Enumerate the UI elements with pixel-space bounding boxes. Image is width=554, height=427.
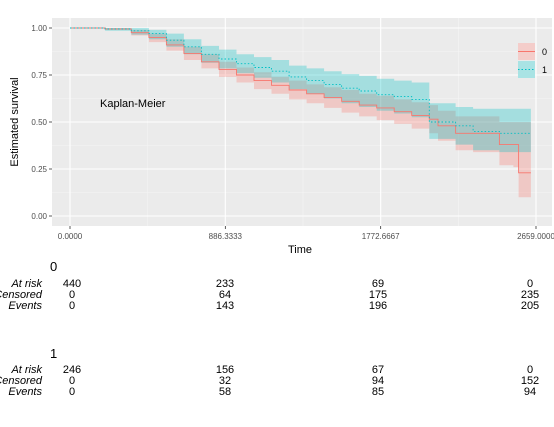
y-tick-label: 1.00 [31, 24, 47, 33]
survival-curve-1 [70, 27, 531, 134]
events-cell: 0 [68, 300, 76, 312]
y-tick-label: 0.75 [31, 71, 47, 80]
at-risk-cell: 67 [371, 364, 385, 376]
confidence-bands [70, 28, 531, 198]
y-axis-label: Estimated survival [9, 77, 21, 166]
x-axis-label: Time [288, 244, 312, 256]
legend-label: 0 [542, 47, 547, 57]
censored-cell: 175 [368, 289, 388, 301]
y-tick-label: 0.25 [31, 165, 47, 174]
y-tick-label: 0.00 [31, 212, 47, 221]
censored-cell: 235 [520, 289, 540, 301]
row-label-events: Events [8, 386, 42, 398]
x-tick-label: 0.0000 [58, 232, 83, 241]
at-risk-cell: 233 [215, 278, 235, 290]
annotation-kaplan-meier: Kaplan-Meier [100, 98, 166, 110]
row-label-censored: Censored [0, 289, 42, 301]
survival-curves [70, 27, 531, 174]
at-risk-cell: 0 [526, 278, 534, 290]
row-label-at-risk: At risk [11, 364, 42, 376]
censored-cell: 152 [520, 375, 540, 387]
at-risk-cell: 156 [215, 364, 235, 376]
x-tick-label: 886.3333 [209, 232, 243, 241]
risk-table-title: 1 [50, 346, 58, 361]
at-risk-cell: 246 [62, 364, 82, 376]
events-cell: 143 [215, 300, 235, 312]
legend-label: 1 [542, 65, 547, 75]
censored-cell: 0 [68, 289, 76, 301]
censored-cell: 64 [218, 289, 232, 301]
risk-table-title: 0 [50, 259, 58, 274]
censored-cell: 0 [68, 375, 76, 387]
at-risk-cell: 0 [526, 364, 534, 376]
x-tick-label: 1772.6667 [362, 232, 400, 241]
at-risk-cell: 440 [62, 278, 82, 290]
events-cell: 58 [218, 386, 232, 398]
confidence-band-0 [70, 28, 531, 198]
y-tick-label: 0.50 [31, 118, 47, 127]
events-cell: 196 [368, 300, 388, 312]
legend: 01 [518, 43, 547, 78]
row-label-at-risk: At risk [11, 278, 42, 290]
events-cell: 85 [371, 386, 385, 398]
y-axis-ticks: 0.00 0.25 0.50 0.75 1.00 [31, 24, 52, 221]
km-plot: Kaplan-Meier 0.00 0.25 0.50 0.75 1.00 0.0000… [9, 18, 554, 256]
events-cell: 94 [523, 386, 537, 398]
x-tick-label: 2659.0000 [517, 232, 554, 241]
censored-cell: 32 [218, 375, 232, 387]
events-cell: 0 [68, 386, 76, 398]
x-axis-ticks: 0.0000 886.3333 1772.6667 2659.0000 [58, 226, 554, 241]
row-label-events: Events [8, 300, 42, 312]
confidence-band-1 [70, 28, 531, 153]
survival-curve-0 [70, 27, 531, 174]
row-label-censored: Censored [0, 375, 42, 387]
censored-cell: 94 [371, 375, 385, 387]
major-gridlines [52, 18, 552, 226]
at-risk-cell: 69 [371, 278, 385, 290]
events-cell: 205 [520, 300, 540, 312]
